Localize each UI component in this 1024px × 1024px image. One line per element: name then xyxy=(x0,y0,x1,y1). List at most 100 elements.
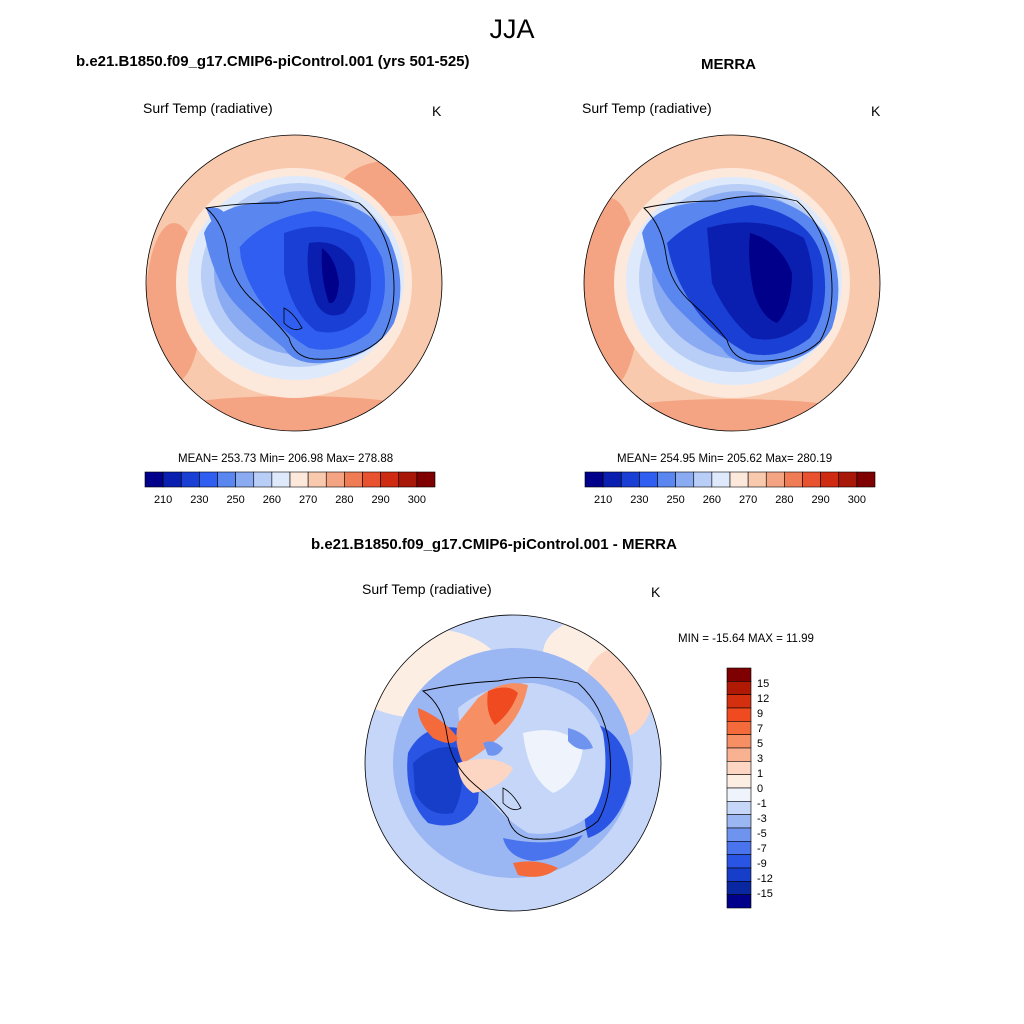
colorbar-swatch xyxy=(726,787,752,802)
colorbar-swatch xyxy=(620,471,640,488)
colorbar-tick-label: 250 xyxy=(666,494,684,506)
colorbar-swatch xyxy=(162,471,182,488)
colorbar-swatch xyxy=(726,814,752,829)
colorbar-swatch xyxy=(729,471,749,488)
colorbar-tick-label: 7 xyxy=(757,723,763,735)
model-colorbar: 210 230 250 260 270 280 290 300 xyxy=(144,471,436,506)
colorbar-tick-label: 15 xyxy=(757,678,769,690)
colorbar-tick-label: 230 xyxy=(630,494,648,506)
colorbar-swatch xyxy=(639,471,658,488)
colorbar-tick-label: 210 xyxy=(594,494,612,506)
colorbar-tick-label: -12 xyxy=(757,873,773,885)
diff-variable-label: Surf Temp (radiative) xyxy=(362,581,492,597)
colorbar-tick-label: -1 xyxy=(757,798,767,810)
colorbar-swatch xyxy=(726,827,752,842)
colorbar-swatch xyxy=(289,471,309,488)
colorbar-swatch xyxy=(726,867,752,882)
diff-colorbar: 15 12 9 7 5 3 1 0 -1 -3 -5 -7 -9 -12 -15 xyxy=(726,667,773,909)
diff-unit-label: K xyxy=(651,584,661,600)
colorbar-tick-label: -15 xyxy=(757,888,773,900)
colorbar-swatch xyxy=(416,471,436,488)
colorbar-swatch xyxy=(380,471,400,488)
colorbar-tick-label: 300 xyxy=(848,494,866,506)
colorbar-tick-label: 280 xyxy=(335,494,353,506)
colorbar-swatch xyxy=(856,471,876,488)
colorbar-swatch xyxy=(726,841,752,855)
colorbar-swatch xyxy=(199,471,218,488)
colorbar-tick-label: -9 xyxy=(757,858,767,870)
colorbar-swatch xyxy=(253,471,273,488)
colorbar-tick-label: 250 xyxy=(226,494,244,506)
colorbar-tick-label: 1 xyxy=(757,768,763,780)
colorbar-swatch xyxy=(398,471,418,488)
colorbar-swatch xyxy=(180,471,200,488)
colorbar-swatch xyxy=(726,721,752,735)
colorbar-tick-label: 270 xyxy=(739,494,757,506)
colorbar-swatch xyxy=(726,747,752,762)
obs-variable-label: Surf Temp (radiative) xyxy=(582,100,712,116)
colorbar-tick-label: 0 xyxy=(757,783,763,795)
obs-colorbar: 210 230 250 260 270 280 290 300 xyxy=(584,471,876,506)
colorbar-swatch xyxy=(726,854,752,869)
diff-stats-label: MIN = -15.64 MAX = 11.99 xyxy=(678,633,814,645)
model-unit-label: K xyxy=(432,103,442,119)
colorbar-tick-label: 260 xyxy=(263,494,281,506)
colorbar-swatch xyxy=(344,471,363,488)
colorbar-tick-label: -3 xyxy=(757,813,767,825)
colorbar-swatch xyxy=(217,471,236,488)
colorbar-swatch xyxy=(307,471,327,488)
colorbar-swatch xyxy=(144,471,164,488)
colorbar-tick-label: 12 xyxy=(757,693,769,705)
colorbar-swatch xyxy=(820,471,840,488)
colorbar-swatch xyxy=(726,694,752,709)
obs-polar-map xyxy=(583,134,881,432)
colorbar-swatch xyxy=(726,761,752,775)
model-variable-label: Surf Temp (radiative) xyxy=(143,100,273,116)
diff-polar-map xyxy=(364,614,662,912)
colorbar-swatch xyxy=(602,471,622,488)
colorbar-swatch xyxy=(726,707,752,722)
colorbar-tick-label: 280 xyxy=(775,494,793,506)
colorbar-swatch xyxy=(271,471,291,488)
colorbar-swatch xyxy=(747,471,767,488)
colorbar-tick-label: 3 xyxy=(757,753,763,765)
colorbar-tick-label: 9 xyxy=(757,708,763,720)
colorbar-tick-label: 5 xyxy=(757,738,763,750)
colorbar-swatch xyxy=(726,774,752,789)
colorbar-swatch xyxy=(726,881,752,895)
model-polar-map xyxy=(145,134,443,432)
colorbar-swatch xyxy=(362,471,381,488)
colorbar-swatch xyxy=(657,471,676,488)
colorbar-swatch xyxy=(584,471,604,488)
colorbar-swatch xyxy=(726,681,752,695)
model-stats-label: MEAN= 253.73 Min= 206.98 Max= 278.88 xyxy=(178,453,394,465)
colorbar-swatch xyxy=(235,471,255,488)
colorbar-swatch xyxy=(802,471,821,488)
colorbar-swatch xyxy=(726,894,752,909)
colorbar-tick-label: -5 xyxy=(757,828,767,840)
colorbar-swatch xyxy=(726,801,752,815)
obs-unit-label: K xyxy=(871,103,881,119)
colorbar-swatch xyxy=(838,471,858,488)
diff-panel-title: b.e21.B1850.f09_g17.CMIP6-piControl.001 … xyxy=(311,536,677,553)
colorbar-swatch xyxy=(726,667,752,682)
colorbar-swatch xyxy=(765,471,785,488)
colorbar-swatch xyxy=(726,734,752,749)
colorbar-swatch xyxy=(675,471,695,488)
colorbar-tick-label: 260 xyxy=(703,494,721,506)
colorbar-tick-label: -7 xyxy=(757,843,767,855)
colorbar-tick-label: 300 xyxy=(408,494,426,506)
colorbar-swatch xyxy=(784,471,803,488)
obs-stats-label: MEAN= 254.95 Min= 205.62 Max= 280.19 xyxy=(617,453,833,465)
colorbar-tick-label: 290 xyxy=(371,494,389,506)
colorbar-swatch xyxy=(325,471,345,488)
colorbar-swatch xyxy=(711,471,731,488)
colorbar-swatch xyxy=(693,471,713,488)
colorbar-tick-label: 230 xyxy=(190,494,208,506)
colorbar-tick-label: 270 xyxy=(299,494,317,506)
colorbar-tick-label: 290 xyxy=(811,494,829,506)
figure-season-title: JJA xyxy=(489,14,535,44)
model-panel-title: b.e21.B1850.f09_g17.CMIP6-piControl.001 … xyxy=(76,53,470,70)
obs-panel-title: MERRA xyxy=(701,56,756,73)
colorbar-tick-label: 210 xyxy=(154,494,172,506)
